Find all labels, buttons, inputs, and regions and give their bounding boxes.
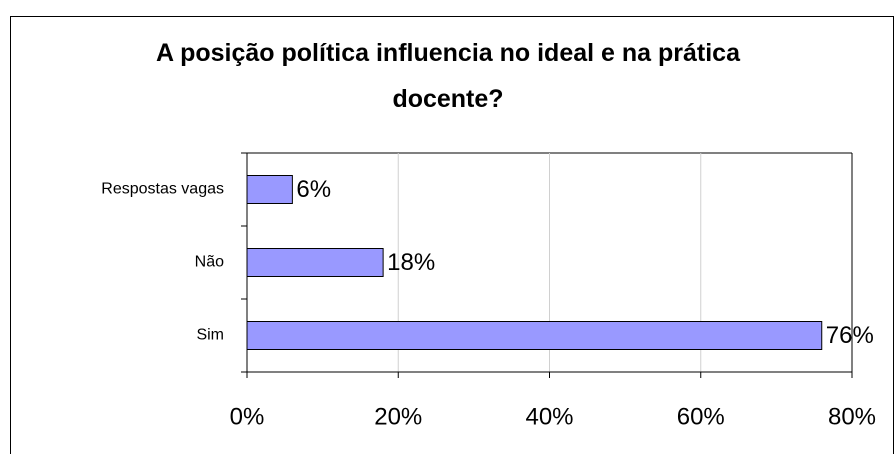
bar bbox=[246, 175, 293, 204]
chart-border bbox=[10, 16, 894, 454]
y-tick-label: Sim bbox=[196, 327, 224, 344]
x-tick-label: 80% bbox=[828, 403, 876, 430]
y-tick-label: Respostas vagas bbox=[101, 181, 224, 198]
value-label: 76% bbox=[826, 322, 874, 349]
x-tick-label: 40% bbox=[525, 403, 573, 430]
y-tick-label: Não bbox=[195, 254, 224, 271]
value-label: 18% bbox=[387, 249, 435, 276]
value-label: 6% bbox=[296, 176, 331, 203]
x-tick-label: 0% bbox=[230, 403, 265, 430]
bar bbox=[246, 248, 384, 277]
bar bbox=[246, 321, 823, 350]
x-tick-label: 20% bbox=[374, 403, 422, 430]
x-tick-label: 60% bbox=[677, 403, 725, 430]
chart-title: A posição política influencia no ideal e… bbox=[156, 39, 740, 113]
